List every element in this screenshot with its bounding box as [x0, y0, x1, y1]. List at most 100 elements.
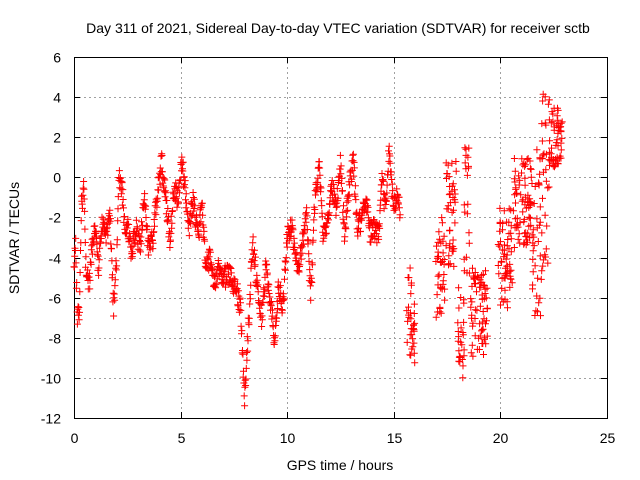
data-point: [526, 214, 534, 222]
data-point: [439, 280, 447, 288]
data-point: [215, 259, 223, 267]
data-point: [386, 152, 394, 160]
data-point: [507, 275, 515, 283]
data-point: [446, 199, 454, 207]
data-point: [308, 261, 316, 269]
data-point: [309, 236, 317, 244]
y-tick-labels: -12 -10 -8 -6 -4 -2 0 2 4 6: [41, 50, 61, 427]
data-point: [162, 189, 170, 197]
data-point: [340, 202, 347, 210]
data-point: [336, 151, 344, 159]
data-point: [449, 242, 457, 250]
data-point: [463, 269, 471, 277]
data-point: [387, 168, 395, 176]
data-point: [513, 224, 521, 232]
data-point: [549, 160, 557, 168]
data-point: [459, 374, 467, 382]
data-point: [407, 351, 415, 359]
data-point: [463, 171, 471, 179]
data-point: [133, 224, 141, 232]
data-point: [247, 264, 255, 272]
data-point: [434, 248, 442, 256]
data-point: [517, 191, 525, 199]
data-point: [436, 305, 444, 312]
data-point: [87, 260, 95, 268]
data-point: [455, 304, 463, 312]
data-point: [545, 148, 553, 156]
data-point: [198, 199, 206, 207]
data-point: [406, 264, 414, 272]
data-point: [94, 252, 102, 260]
data-point: [158, 152, 166, 159]
data-point: [480, 351, 487, 358]
data-point: [547, 119, 555, 127]
data-point: [242, 364, 250, 372]
data-point: [172, 194, 180, 202]
data-point: [479, 281, 487, 289]
data-point: [432, 258, 440, 265]
data-point: [80, 195, 88, 203]
data-point: [520, 159, 528, 167]
data-point: [364, 203, 372, 211]
data-point: [300, 230, 308, 238]
data-point: [281, 257, 289, 265]
data-point: [265, 290, 273, 297]
data-point: [102, 239, 110, 247]
data-point: [88, 242, 96, 250]
data-point: [432, 313, 440, 321]
data-point: [409, 335, 417, 343]
data-point: [539, 97, 547, 105]
data-point: [241, 402, 249, 410]
data-point: [404, 274, 412, 281]
data-point: [465, 162, 472, 170]
data-point: [303, 204, 311, 212]
data-point: [541, 119, 549, 127]
data-point: [526, 157, 534, 165]
data-point: [469, 319, 477, 327]
y-tick-label: 2: [53, 130, 61, 146]
data-point: [103, 227, 111, 235]
data-point: [86, 285, 94, 293]
data-point: [498, 295, 506, 303]
data-point: [125, 237, 133, 245]
data-point: [495, 270, 503, 278]
data-point: [95, 271, 103, 279]
data-point: [558, 134, 566, 142]
data-point: [478, 326, 486, 334]
data-point: [494, 262, 502, 269]
data-point: [337, 170, 345, 178]
data-point: [529, 226, 537, 234]
data-point: [168, 219, 176, 227]
x-tick-label: 15: [387, 430, 403, 446]
data-point: [527, 221, 535, 229]
data-point: [179, 158, 187, 166]
data-point: [551, 163, 558, 171]
data-point: [85, 269, 93, 277]
data-point: [473, 288, 480, 296]
data-point: [237, 306, 245, 314]
data-point: [473, 345, 481, 353]
data-point: [388, 176, 396, 183]
data-point: [332, 211, 340, 219]
y-tick-label: -2: [49, 210, 62, 226]
data-point: [467, 349, 475, 357]
data-point: [481, 285, 489, 293]
data-point: [535, 179, 543, 187]
data-point: [434, 272, 442, 280]
data-point: [322, 229, 330, 237]
data-point: [73, 320, 81, 328]
data-point: [77, 217, 85, 225]
data-point: [96, 244, 104, 252]
data-point: [136, 237, 143, 244]
data-point: [501, 286, 509, 294]
data-point: [254, 288, 262, 296]
data-point: [455, 347, 463, 355]
data-point: [328, 177, 336, 184]
data-point: [512, 199, 519, 207]
data-point: [80, 185, 88, 193]
data-point: [527, 199, 535, 206]
data-point: [119, 196, 127, 203]
data-point: [460, 201, 468, 209]
data-point: [227, 269, 235, 277]
data-point: [268, 312, 276, 320]
